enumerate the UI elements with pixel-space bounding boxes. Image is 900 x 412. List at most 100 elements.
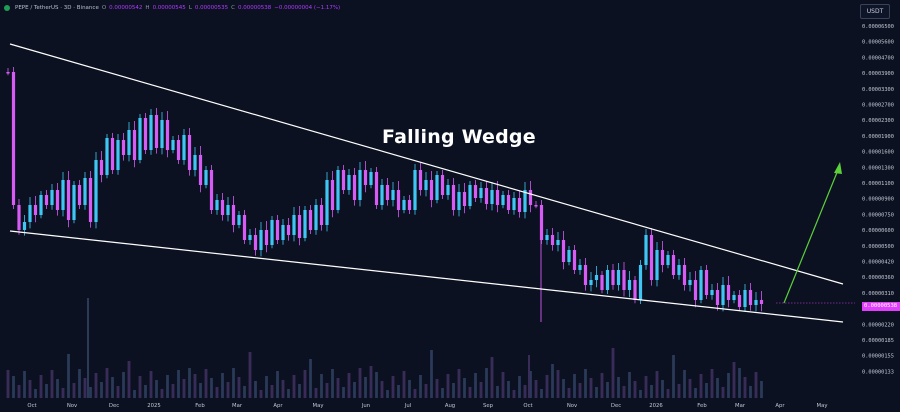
candle-body [677,265,681,275]
volume-bar [34,389,37,398]
candle-body [528,190,533,205]
volume-bar [298,384,301,398]
low-label: L [188,5,192,11]
volume-bar [710,369,714,398]
price-tick-label: 0.00002700 [862,103,894,109]
volume-bar [72,383,76,398]
volume-bar [87,298,89,398]
time-tick-label: 2025 [147,403,160,409]
volume-bar [182,379,186,398]
volume-bar [89,387,92,398]
time-tick-label: Feb [195,403,205,409]
volume-bar [562,379,565,398]
candle-body [270,220,274,245]
price-tick-label: 0.00000750 [862,212,894,218]
volume-bar [402,371,406,398]
volume-bar [496,386,499,398]
volume-bar [237,377,241,398]
time-tick-label: Dec [611,403,621,409]
candle-body [616,270,621,285]
volume-bar [507,381,510,398]
candle-body [589,280,593,285]
volume-bar [380,381,384,398]
candle-body [303,210,307,238]
volume-bar [210,378,213,398]
candle-body [622,270,626,290]
candle-body [759,300,764,304]
volume-bar [23,371,26,398]
candle-body [479,188,483,198]
candle-body [176,140,181,160]
candle-body [732,295,736,300]
volume-bar [17,385,21,398]
volume-bar [749,386,752,398]
currency-button[interactable]: USDT [860,4,890,19]
volume-bar [518,376,521,398]
price-axis[interactable]: 0.00006500 0.00005600 0.00004700 0.00003900… [855,0,900,412]
candle-body [72,185,76,220]
candle-body [198,155,203,185]
candle-body [171,140,175,150]
candle-body [506,195,511,210]
candle-body [204,170,208,185]
volume-bar [485,368,488,398]
candle-body [121,140,126,155]
volume-bar [474,373,477,398]
volume-bar [584,369,587,398]
volume-bar [567,388,571,398]
time-tick-label: Jul [404,403,411,409]
candle-body [187,135,192,170]
volume-bar [171,384,175,398]
candle-body [347,175,351,190]
volume-bar [215,387,219,398]
volume-bar [50,370,54,398]
candle-body [363,170,368,185]
candle-body [473,185,478,198]
volume-bar [325,383,329,398]
price-tick-label: 0.00001600 [862,150,894,156]
candle-body [50,190,54,205]
volume-bar [397,385,400,398]
volume-bar [677,384,681,398]
volume-bar [39,375,43,398]
volume-bar [364,377,367,398]
candle-body [704,270,709,295]
candle-body [28,205,32,222]
candle-body [308,210,313,230]
candle-body [611,270,615,285]
candle-body [737,295,742,307]
candle-body [165,120,170,150]
breakout-arrow[interactable] [783,169,839,304]
price-tick-label: 0.00000420 [862,260,894,266]
candle-body [325,180,329,225]
candles [6,67,764,322]
candle-body [110,138,115,170]
candle-body [99,160,104,175]
candle-body [44,195,49,205]
price-tick-label: 0.00000133 [862,369,894,375]
time-axis[interactable]: Oct Nov Dec 2025 Feb Mar Apr May Jun Jul Aug Sep Oct… [27,403,827,409]
candle-body [358,170,362,200]
volume-bar [6,370,10,398]
candle-body [561,240,566,262]
candle-body [490,190,494,204]
candle-body [495,190,500,205]
candle-body [644,235,648,265]
candle-body [655,250,659,280]
candle-body [88,178,93,222]
volume-bar [303,370,307,398]
candle-body [424,180,428,190]
candle-body [743,290,747,307]
upper-trendline[interactable] [9,43,844,285]
volume-bar [386,390,389,398]
volume-bar [551,364,554,398]
candle-body [226,205,230,215]
volume-bar [628,372,631,398]
candle-body [330,180,335,210]
price-tick-label: 0.00004700 [862,55,894,61]
candle-body [380,185,384,205]
time-tick-label: May [313,403,324,409]
volume-bar [259,390,263,398]
lower-trendline[interactable] [9,230,844,323]
